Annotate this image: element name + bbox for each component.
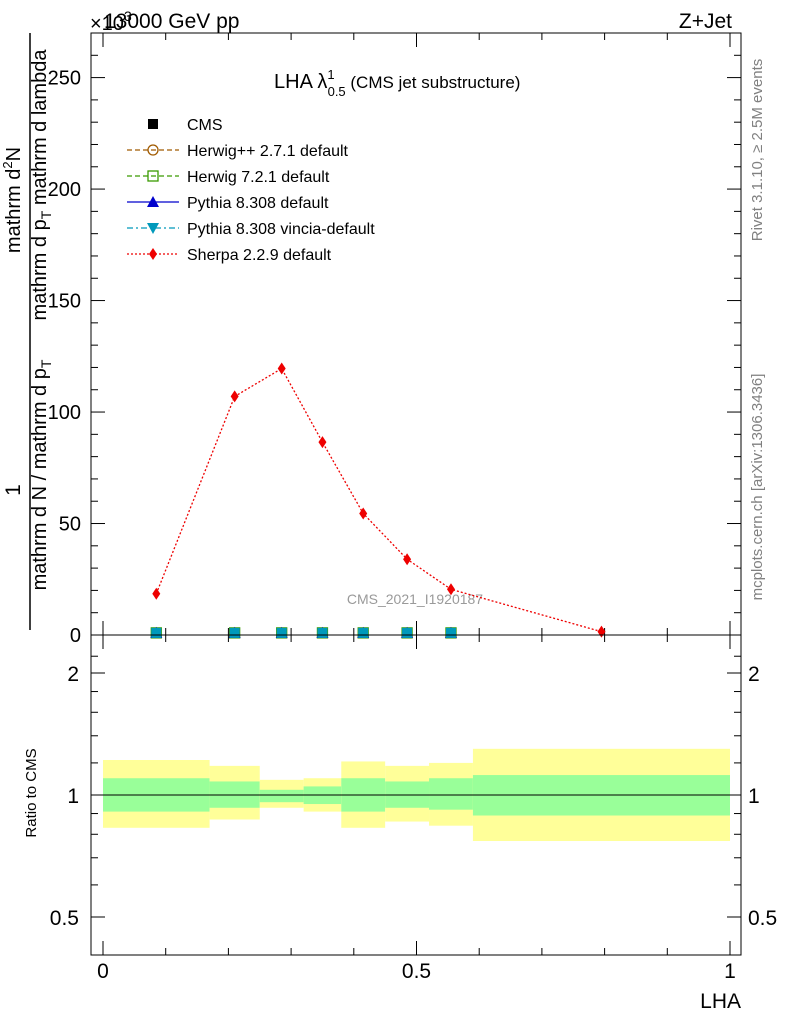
main-ytick-label: 0 bbox=[70, 625, 81, 647]
legend-entry: Pythia 8.308 default bbox=[127, 195, 329, 212]
legend-entry: CMS bbox=[148, 117, 223, 134]
vincia-point bbox=[358, 627, 369, 638]
main-ytick-label: 200 bbox=[48, 179, 81, 201]
legend-marker bbox=[147, 223, 159, 234]
xtick-label: 1 bbox=[724, 960, 736, 983]
legend-entry: Sherpa 2.2.9 default bbox=[127, 247, 332, 264]
chart-title: LHA λ1 0.5 (CMS jet substructure) bbox=[274, 67, 520, 99]
sherpa-point bbox=[359, 507, 368, 520]
main-ytick-label: 50 bbox=[59, 514, 81, 536]
legend-marker bbox=[147, 196, 159, 207]
main-ytick-label: 250 bbox=[48, 68, 81, 90]
ratio-ytick-label-right: 1 bbox=[748, 785, 760, 808]
legend-entry: Pythia 8.308 vincia-default bbox=[127, 221, 375, 238]
legend-label: Sherpa 2.2.9 default bbox=[187, 247, 332, 264]
ylabel-denominator: mathrm d N / mathrm d pT bbox=[29, 359, 54, 590]
ratio-ytick-label: 0.5 bbox=[50, 907, 79, 930]
mcplots-label: mcplots.cern.ch [arXiv:1306.3436] bbox=[749, 374, 766, 601]
legend-entry: Herwig 7.2.1 default bbox=[127, 169, 330, 186]
sherpa-point bbox=[230, 390, 239, 403]
legend-marker bbox=[147, 144, 159, 156]
legend-label: Pythia 8.308 vincia-default bbox=[187, 221, 375, 238]
xtick-label: 0 bbox=[97, 960, 109, 983]
main-ytick-label: 100 bbox=[48, 402, 81, 424]
legend-marker bbox=[148, 119, 158, 129]
vincia-point bbox=[445, 627, 456, 638]
ylabel-numerator: 1 bbox=[2, 484, 25, 496]
vincia-point bbox=[402, 627, 413, 638]
main-ytick-label: 150 bbox=[48, 291, 81, 313]
ratio-ytick-label-right: 2 bbox=[748, 663, 760, 686]
ratio-band-inner bbox=[259, 789, 304, 803]
sherpa-point bbox=[152, 587, 161, 600]
ratio-band-inner bbox=[429, 778, 473, 810]
main-axis-ticks: 0 50 100 150 200 250 bbox=[48, 33, 741, 647]
legend-label: CMS bbox=[187, 117, 223, 134]
ylabel-right-top: mathrm d2N bbox=[0, 147, 25, 253]
rivet-label: Rivet 3.1.10, ≥ 2.5M events bbox=[749, 59, 766, 242]
ratio-ytick-label-right: 0.5 bbox=[748, 907, 777, 930]
ratio-ytick-label: 2 bbox=[67, 663, 79, 686]
legend-label: Herwig 7.2.1 default bbox=[187, 169, 330, 186]
legend-marker bbox=[149, 248, 157, 260]
sherpa-point bbox=[403, 553, 412, 566]
sherpa-point bbox=[277, 362, 286, 375]
x-axis-label: LHA bbox=[700, 990, 741, 1013]
vincia-point bbox=[276, 627, 287, 638]
main-ylabel: 1 mathrm d2N mathrm d N / mathrm d pT ma… bbox=[0, 33, 54, 630]
legend-entry: Herwig++ 2.7.1 default bbox=[127, 143, 349, 160]
ratio-plot-frame bbox=[90, 634, 742, 956]
vincia-point bbox=[229, 627, 240, 638]
ratio-axis-ticks: 0.5 0.5 1 1 2 2 0 0.5 1 bbox=[50, 635, 777, 983]
vincia-point bbox=[317, 627, 328, 638]
energy-label: 13000 GeV pp bbox=[104, 10, 239, 33]
ratio-ylabel: Ratio to CMS bbox=[23, 748, 40, 837]
process-label: Z+Jet bbox=[679, 10, 732, 33]
sherpa-point bbox=[318, 436, 327, 449]
sherpa-line bbox=[155, 367, 602, 633]
sherpa-point bbox=[446, 583, 455, 596]
vincia-point bbox=[151, 627, 162, 638]
ylabel-denominator-2: mathrm d pT mathrm d lambda bbox=[29, 49, 54, 321]
exponent-label: ×103 bbox=[90, 8, 132, 35]
ratio-ytick-label: 1 bbox=[67, 785, 79, 808]
legend: CMS Herwig++ 2.7.1 default Herwig 7.2.1 de… bbox=[127, 117, 375, 264]
legend-label: Pythia 8.308 default bbox=[187, 195, 329, 212]
legend-label: Herwig++ 2.7.1 default bbox=[187, 143, 349, 160]
legend-marker bbox=[147, 170, 159, 182]
analysis-watermark: CMS_2021_I1920187 bbox=[347, 591, 483, 607]
xtick-label: 0.5 bbox=[402, 960, 431, 983]
